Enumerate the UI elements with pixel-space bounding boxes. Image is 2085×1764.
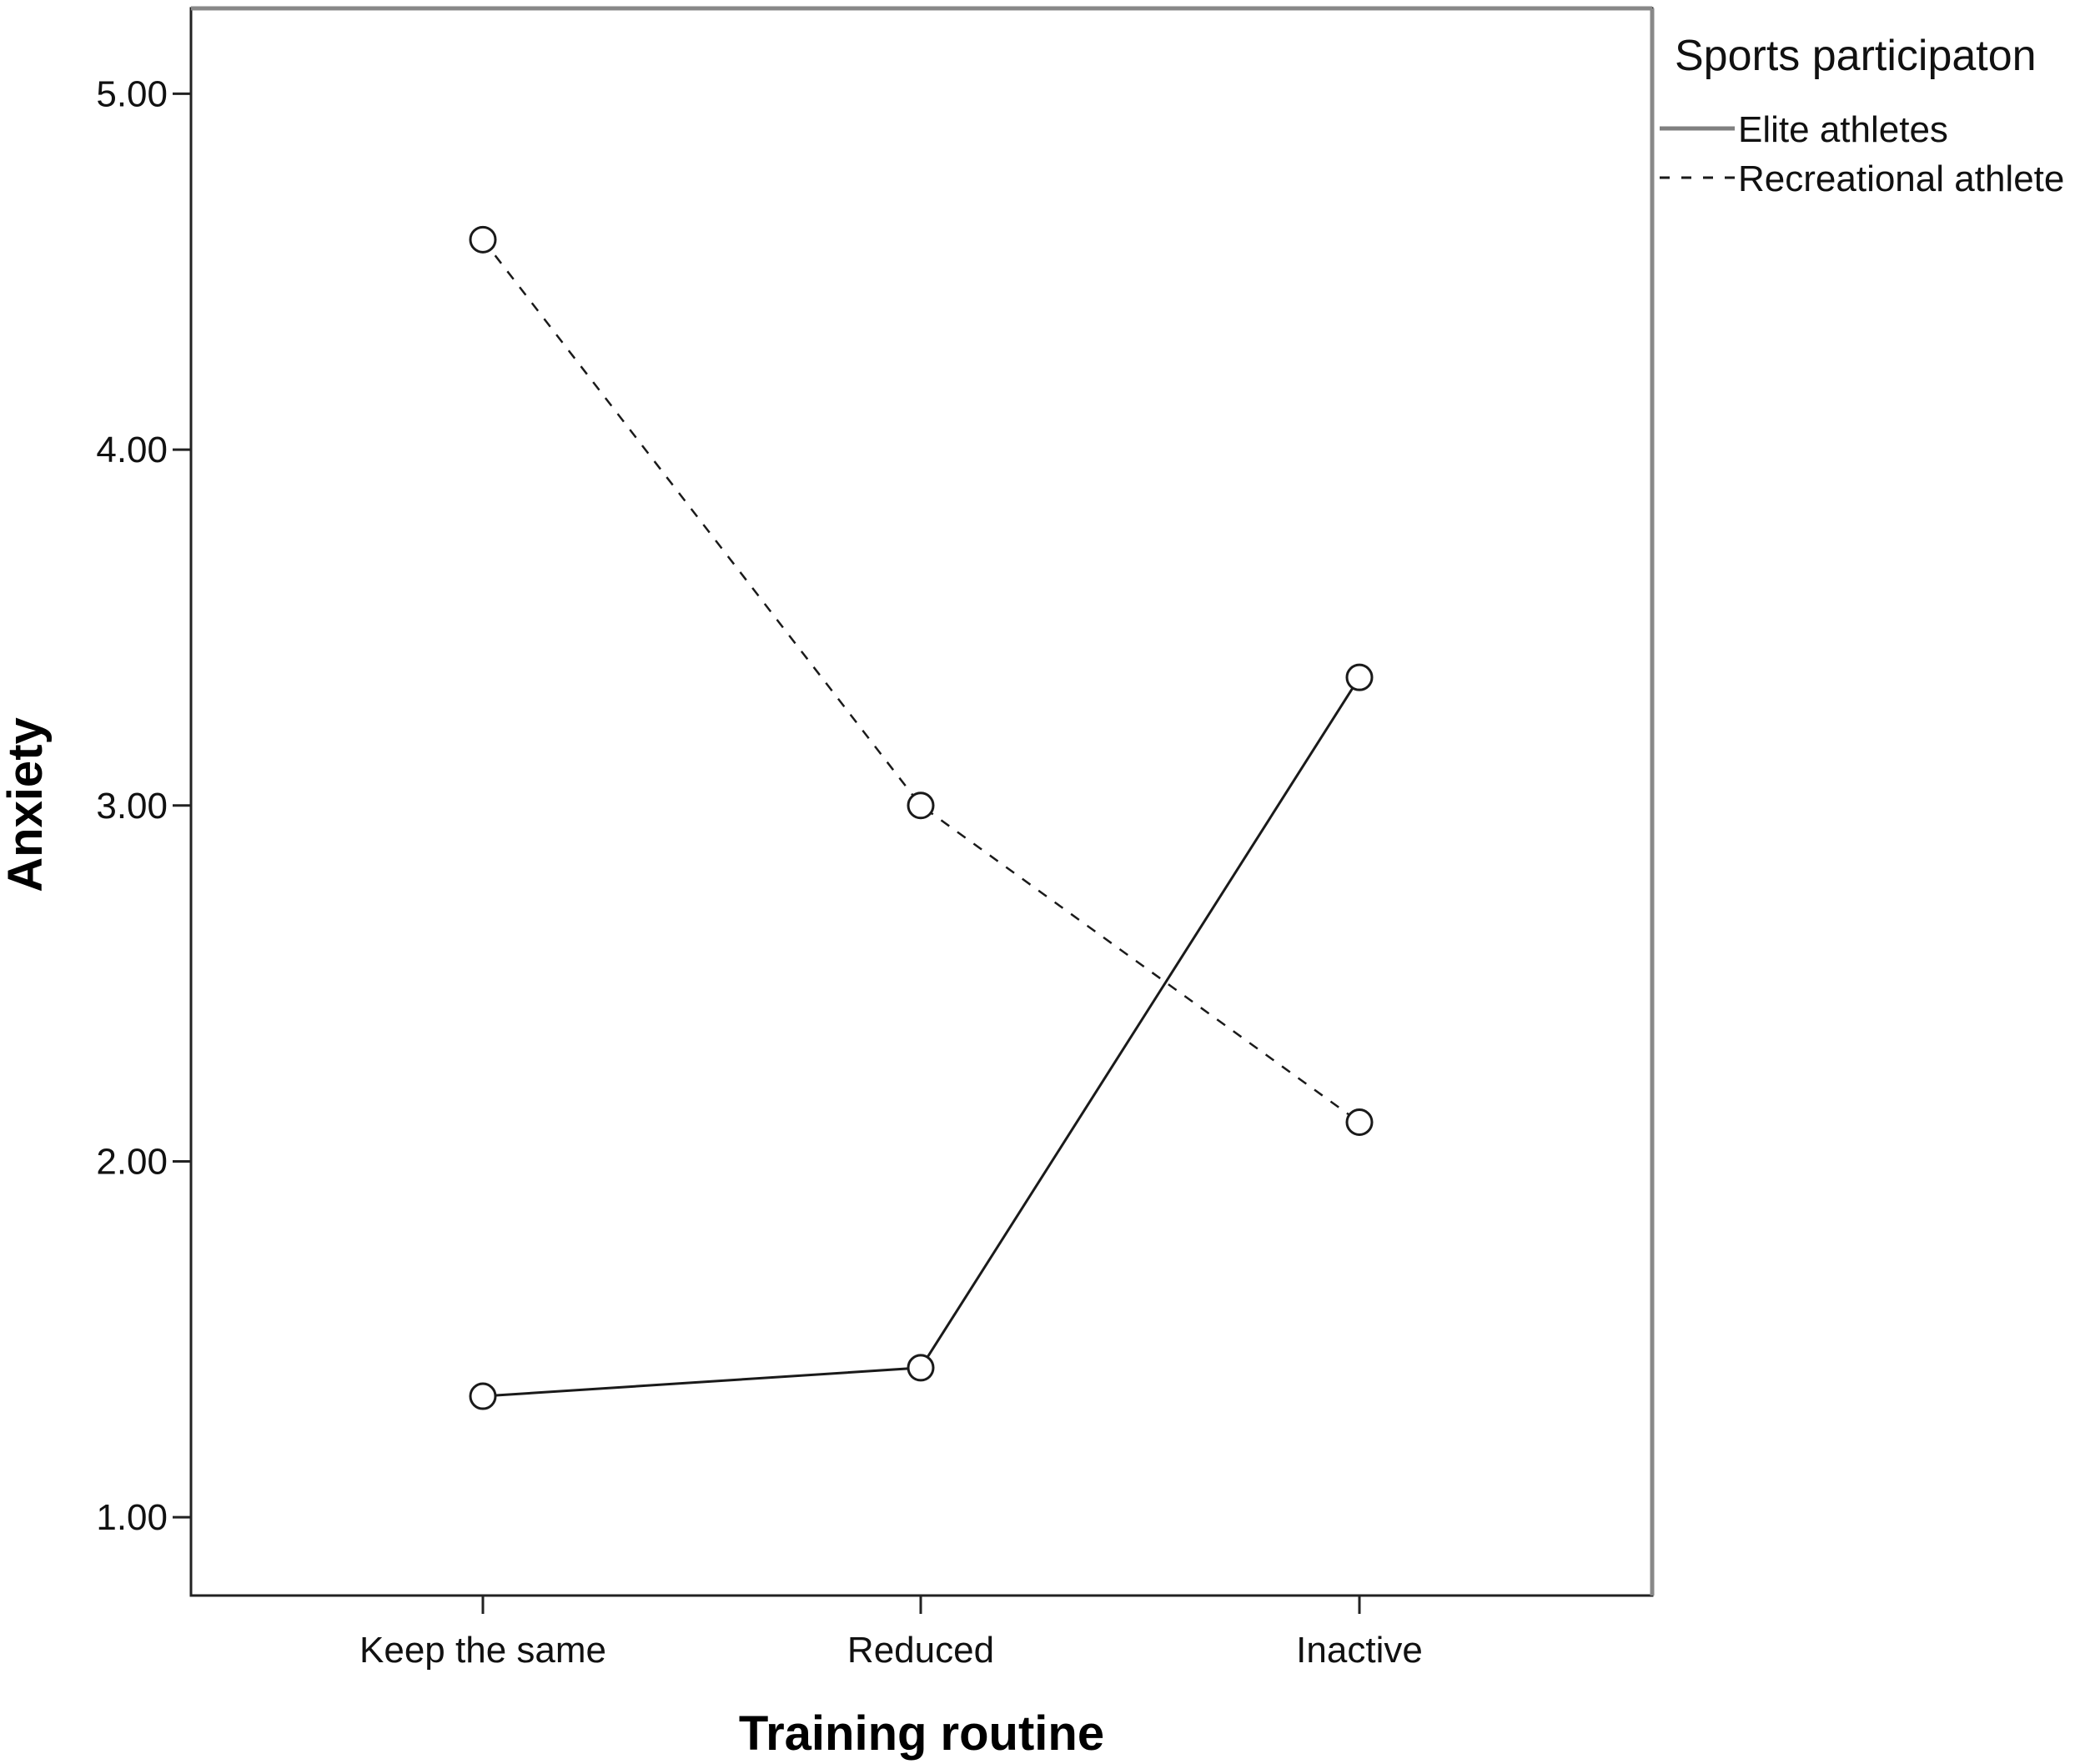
- x-axis: Keep the same Reduced Inactive: [359, 1596, 1423, 1671]
- legend-label-elite-athletes: Elite athletes: [1738, 109, 1948, 150]
- data-point-marker: [469, 225, 497, 254]
- y-tick-label: 4.00: [96, 430, 168, 470]
- data-point-marker: [1345, 1108, 1374, 1137]
- x-axis-title: Training routine: [739, 1706, 1104, 1761]
- data-point-marker: [907, 1354, 935, 1382]
- x-tick-label: Keep the same: [359, 1630, 606, 1671]
- legend: Sports participaton Elite athletes Recre…: [1660, 32, 2064, 199]
- legend-title: Sports participaton: [1675, 32, 2037, 80]
- data-point-marker: [1345, 663, 1374, 691]
- y-axis-title: Anxiety: [0, 717, 53, 892]
- data-point-marker: [907, 792, 935, 820]
- data-point-marker: [469, 1382, 497, 1410]
- y-tick-label: 3.00: [96, 786, 168, 827]
- y-axis: 1.00 2.00 3.00 4.00 5.00: [96, 73, 191, 1538]
- series-layer: [469, 225, 1374, 1410]
- y-tick-label: 2.00: [96, 1141, 168, 1182]
- x-tick-label: Reduced: [847, 1630, 994, 1671]
- y-tick-label: 5.00: [96, 73, 168, 114]
- legend-label-recreational-athlete: Recreational athlete: [1738, 158, 2064, 199]
- y-tick-label: 1.00: [96, 1497, 168, 1538]
- x-tick-label: Inactive: [1296, 1630, 1423, 1671]
